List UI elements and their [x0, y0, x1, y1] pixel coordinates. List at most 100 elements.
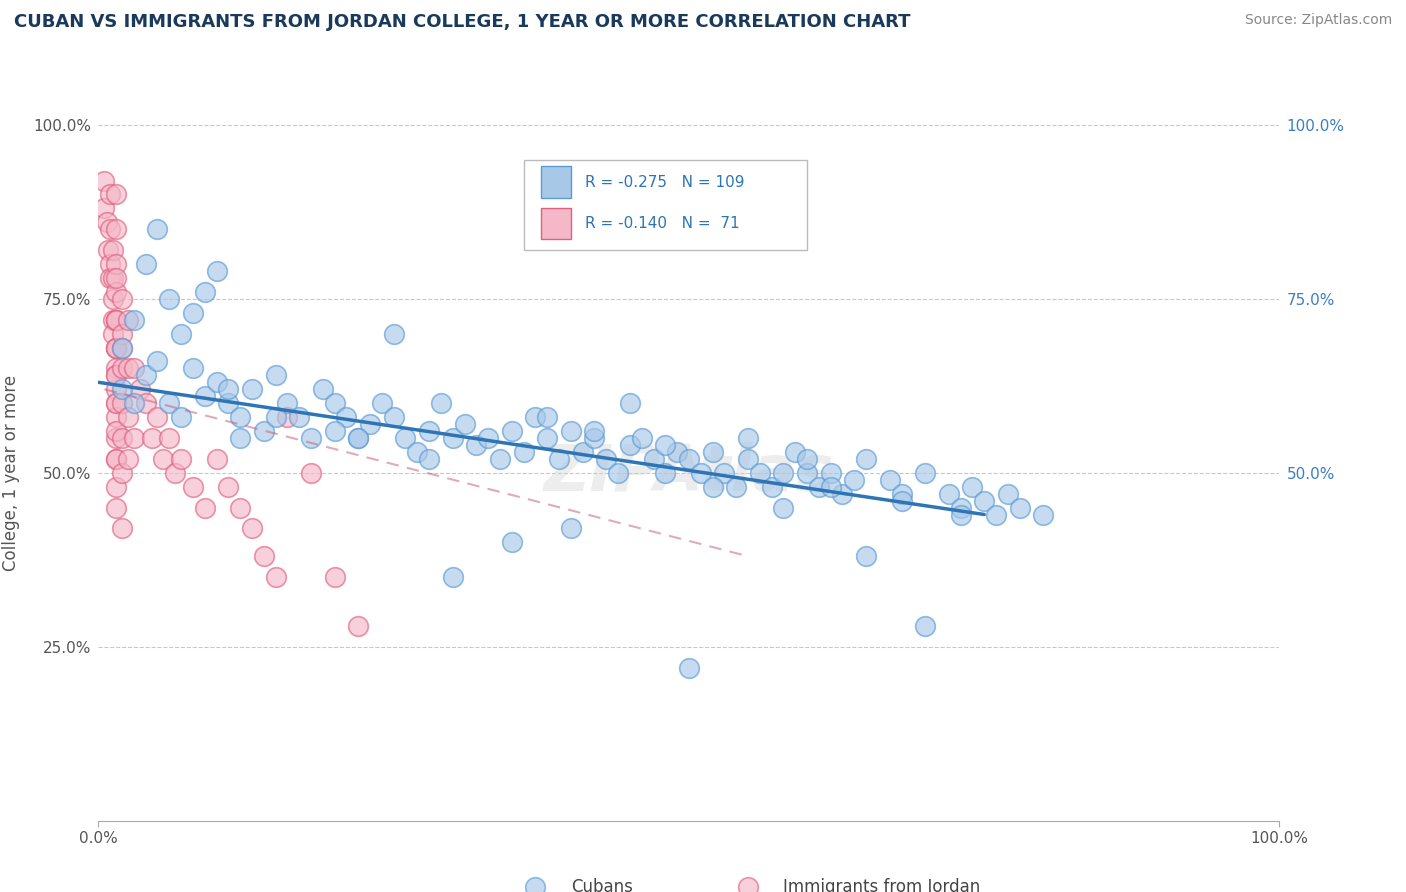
Point	[135, 257, 157, 271]
Point	[536, 431, 558, 445]
Point	[548, 451, 571, 466]
Point	[689, 466, 711, 480]
Point	[312, 382, 335, 396]
Point	[465, 438, 488, 452]
Point	[1008, 500, 1031, 515]
Point	[560, 424, 582, 438]
Point	[128, 382, 150, 396]
Point	[205, 376, 228, 390]
Point	[157, 292, 180, 306]
Point	[105, 396, 128, 410]
Point	[323, 424, 346, 438]
Point	[117, 361, 139, 376]
Text: Source: ZipAtlas.com: Source: ZipAtlas.com	[1244, 13, 1392, 28]
Point	[117, 410, 139, 425]
Point	[152, 451, 174, 466]
Point	[105, 222, 128, 236]
Point	[264, 368, 287, 383]
Point	[205, 451, 228, 466]
Point	[276, 396, 298, 410]
Point	[560, 521, 582, 535]
Point	[264, 570, 287, 584]
Point	[619, 396, 641, 410]
Point	[111, 292, 134, 306]
Point	[785, 445, 807, 459]
Point	[194, 285, 217, 299]
Point	[607, 466, 630, 480]
Point	[737, 451, 759, 466]
Point	[418, 451, 440, 466]
Point	[772, 500, 794, 515]
Point	[135, 396, 157, 410]
Point	[748, 466, 770, 480]
Point	[111, 341, 134, 355]
Point	[323, 570, 346, 584]
Text: R = -0.275   N = 109: R = -0.275 N = 109	[585, 175, 745, 189]
Point	[299, 431, 322, 445]
Point	[713, 466, 735, 480]
Point	[105, 271, 128, 285]
Point	[347, 431, 370, 445]
Point	[536, 410, 558, 425]
Point	[583, 431, 606, 445]
Point	[524, 880, 547, 892]
Point	[477, 431, 499, 445]
Point	[93, 202, 115, 216]
Point	[914, 619, 936, 633]
Point	[205, 264, 228, 278]
Point	[347, 619, 370, 633]
Point	[105, 341, 128, 355]
Point	[98, 257, 121, 271]
Point	[105, 312, 128, 326]
Text: CUBAN VS IMMIGRANTS FROM JORDAN COLLEGE, 1 YEAR OR MORE CORRELATION CHART: CUBAN VS IMMIGRANTS FROM JORDAN COLLEGE,…	[14, 13, 911, 31]
Text: Immigrants from Jordan: Immigrants from Jordan	[783, 878, 980, 892]
Point	[111, 341, 134, 355]
Point	[181, 361, 204, 376]
Point	[157, 396, 180, 410]
Point	[229, 410, 252, 425]
Point	[229, 431, 252, 445]
Point	[890, 486, 912, 500]
Point	[217, 382, 239, 396]
Point	[702, 445, 724, 459]
Point	[122, 396, 145, 410]
Point	[146, 410, 169, 425]
Point	[105, 410, 128, 425]
Point	[111, 521, 134, 535]
Point	[772, 466, 794, 480]
Y-axis label: College, 1 year or more: College, 1 year or more	[1, 375, 20, 571]
Point	[347, 431, 370, 445]
Point	[122, 312, 145, 326]
Point	[181, 306, 204, 320]
Point	[820, 466, 842, 480]
Point	[997, 486, 1019, 500]
Point	[98, 187, 121, 202]
Point	[111, 382, 134, 396]
Point	[489, 451, 512, 466]
Point	[105, 424, 128, 438]
Point	[430, 396, 453, 410]
Point	[97, 243, 120, 257]
Point	[105, 341, 128, 355]
Point	[240, 382, 263, 396]
Point	[335, 410, 357, 425]
Point	[111, 431, 134, 445]
Point	[678, 451, 700, 466]
Point	[394, 431, 416, 445]
Point	[105, 368, 128, 383]
Point	[654, 438, 676, 452]
Point	[406, 445, 429, 459]
Point	[761, 480, 783, 494]
Point	[571, 445, 593, 459]
Point	[135, 368, 157, 383]
Point	[737, 431, 759, 445]
Text: ZIPAtlas: ZIPAtlas	[544, 442, 834, 504]
Point	[702, 480, 724, 494]
Point	[595, 451, 617, 466]
Point	[105, 451, 128, 466]
Point	[831, 486, 853, 500]
Point	[105, 285, 128, 299]
Point	[105, 451, 128, 466]
Text: R = -0.140   N =  71: R = -0.140 N = 71	[585, 216, 740, 231]
Point	[105, 187, 128, 202]
